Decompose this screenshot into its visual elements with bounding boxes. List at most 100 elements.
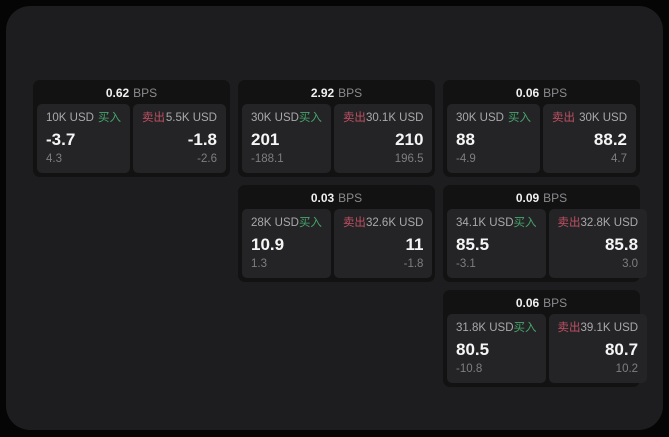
sell-value: 85.8 <box>604 234 639 254</box>
sell-tag: 卖出 <box>342 112 366 124</box>
quote-card: 0.62 BPS 10K USD 买入 -3.7 4.3 卖出 5.5K USD… <box>33 80 230 177</box>
bps-header: 0.09 BPS <box>447 189 636 207</box>
buy-panel[interactable]: 30K USD 买入 88 -4.9 <box>447 104 540 173</box>
sell-value: -1.8 <box>187 129 217 149</box>
buy-value: 88 <box>456 129 475 149</box>
quote-card: 2.92 BPS 30K USD 买入 201 -188.1 卖出 30.1K … <box>238 80 435 177</box>
sell-panel-top: 卖出 30K USD <box>552 112 627 125</box>
sell-change: 10.2 <box>615 363 639 375</box>
sell-tag: 卖出 <box>557 217 581 229</box>
buy-panel-top: 31.8K USD 买入 <box>456 322 537 335</box>
buy-tag: 买入 <box>513 217 537 229</box>
sell-value: 11 <box>405 234 424 254</box>
bps-unit-label: BPS <box>543 191 568 205</box>
bps-value: 0.06 <box>515 86 540 100</box>
buy-size: 34.1K USD <box>456 217 514 229</box>
sell-size: 30.1K USD <box>365 112 424 124</box>
buy-change: -4.9 <box>456 153 476 165</box>
buy-panel-top: 10K USD 买入 <box>46 112 121 125</box>
buy-size: 31.8K USD <box>456 322 514 334</box>
sell-tag: 卖出 <box>557 322 581 334</box>
sell-tag: 卖出 <box>142 112 165 124</box>
buy-size: 30K USD <box>456 112 504 124</box>
buy-panel[interactable]: 10K USD 买入 -3.7 4.3 <box>37 104 130 173</box>
buy-tag: 买入 <box>298 217 322 229</box>
bps-value: 0.06 <box>515 296 540 310</box>
buy-value: 80.5 <box>456 339 490 359</box>
bps-unit-label: BPS <box>543 296 568 310</box>
sell-panel-top: 卖出 32.8K USD <box>558 217 639 230</box>
buy-change: -10.8 <box>456 363 483 375</box>
buy-size: 28K USD <box>251 217 299 229</box>
buy-size: 10K USD <box>46 112 94 124</box>
sell-value: 88.2 <box>593 129 627 149</box>
buy-panel[interactable]: 31.8K USD 买入 80.5 -10.8 <box>447 314 546 383</box>
buy-tag: 买入 <box>298 112 322 124</box>
quote-card: 0.03 BPS 28K USD 买入 10.9 1.3 卖出 32.6K US… <box>238 185 435 282</box>
sell-tag: 卖出 <box>552 112 575 124</box>
sell-size: 32.8K USD <box>580 217 639 229</box>
buy-panel[interactable]: 28K USD 买入 10.9 1.3 <box>242 209 331 278</box>
buy-change: 4.3 <box>46 153 62 165</box>
quote-card-grid: 0.62 BPS 10K USD 买入 -3.7 4.3 卖出 5.5K USD… <box>33 80 648 387</box>
bps-header: 0.06 BPS <box>447 294 636 312</box>
buy-tag: 买入 <box>508 112 531 124</box>
bps-unit-label: BPS <box>543 86 568 100</box>
bps-value: 0.09 <box>515 191 540 205</box>
buy-tag: 买入 <box>98 112 121 124</box>
quote-card-body: 28K USD 买入 10.9 1.3 卖出 32.6K USD 11 -1.8 <box>242 209 433 278</box>
bps-header: 2.92 BPS <box>242 84 431 102</box>
sell-size: 32.6K USD <box>365 217 424 229</box>
buy-value: 85.5 <box>456 234 490 254</box>
sell-panel-top: 卖出 39.1K USD <box>558 322 639 335</box>
buy-tag: 买入 <box>513 322 537 334</box>
sell-change: -1.8 <box>403 258 424 270</box>
sell-panel-top: 卖出 32.6K USD <box>343 217 424 230</box>
bps-value: 2.92 <box>310 86 335 100</box>
buy-panel[interactable]: 34.1K USD 买入 85.5 -3.1 <box>447 209 546 278</box>
sell-size: 5.5K USD <box>165 112 217 124</box>
bps-value: 0.03 <box>310 191 335 205</box>
sell-panel[interactable]: 卖出 30.1K USD 210 196.5 <box>333 104 433 173</box>
buy-value: -3.7 <box>46 129 76 149</box>
bps-unit-label: BPS <box>338 86 363 100</box>
sell-panel[interactable]: 卖出 39.1K USD 80.7 10.2 <box>548 314 648 383</box>
sell-panel[interactable]: 卖出 32.8K USD 85.8 3.0 <box>548 209 648 278</box>
quote-card: 0.06 BPS 30K USD 买入 88 -4.9 卖出 30K USD 8… <box>443 80 640 177</box>
buy-size: 30K USD <box>251 112 299 124</box>
quote-card-body: 34.1K USD 买入 85.5 -3.1 卖出 32.8K USD 85.8… <box>447 209 648 278</box>
sell-change: 196.5 <box>394 153 424 165</box>
buy-change: 1.3 <box>251 258 267 270</box>
buy-value: 10.9 <box>251 234 285 254</box>
buy-change: -188.1 <box>251 153 284 165</box>
quote-card-body: 10K USD 买入 -3.7 4.3 卖出 5.5K USD -1.8 -2.… <box>37 104 226 173</box>
sell-value: 210 <box>395 129 424 149</box>
quote-card-body: 31.8K USD 买入 80.5 -10.8 卖出 39.1K USD 80.… <box>447 314 648 383</box>
bps-unit-label: BPS <box>338 191 363 205</box>
buy-panel[interactable]: 30K USD 买入 201 -188.1 <box>242 104 331 173</box>
quote-card: 0.09 BPS 34.1K USD 买入 85.5 -3.1 卖出 32.8K… <box>443 185 648 282</box>
sell-change: -2.6 <box>197 153 217 165</box>
bps-header: 0.03 BPS <box>242 189 431 207</box>
quote-card: 0.06 BPS 31.8K USD 买入 80.5 -10.8 卖出 39.1… <box>443 290 648 387</box>
buy-panel-top: 30K USD 买入 <box>251 112 322 125</box>
bps-header: 0.62 BPS <box>37 84 226 102</box>
sell-change: 4.7 <box>611 153 627 165</box>
sell-tag: 卖出 <box>342 217 366 229</box>
buy-panel-top: 34.1K USD 买入 <box>456 217 537 230</box>
sell-panel[interactable]: 卖出 5.5K USD -1.8 -2.6 <box>133 104 226 173</box>
sell-panel[interactable]: 卖出 30K USD 88.2 4.7 <box>543 104 636 173</box>
sell-size: 39.1K USD <box>580 322 639 334</box>
bps-value: 0.62 <box>105 86 130 100</box>
buy-value: 201 <box>251 129 280 149</box>
quote-card-body: 30K USD 买入 201 -188.1 卖出 30.1K USD 210 1… <box>242 104 433 173</box>
quote-card-body: 30K USD 买入 88 -4.9 卖出 30K USD 88.2 4.7 <box>447 104 636 173</box>
sell-value: 80.7 <box>604 339 639 359</box>
bps-header: 0.06 BPS <box>447 84 636 102</box>
buy-panel-top: 30K USD 买入 <box>456 112 531 125</box>
bps-unit-label: BPS <box>133 86 158 100</box>
sell-change: 3.0 <box>622 258 639 270</box>
buy-change: -3.1 <box>456 258 476 270</box>
sell-panel-top: 卖出 30.1K USD <box>343 112 424 125</box>
sell-panel[interactable]: 卖出 32.6K USD 11 -1.8 <box>333 209 433 278</box>
